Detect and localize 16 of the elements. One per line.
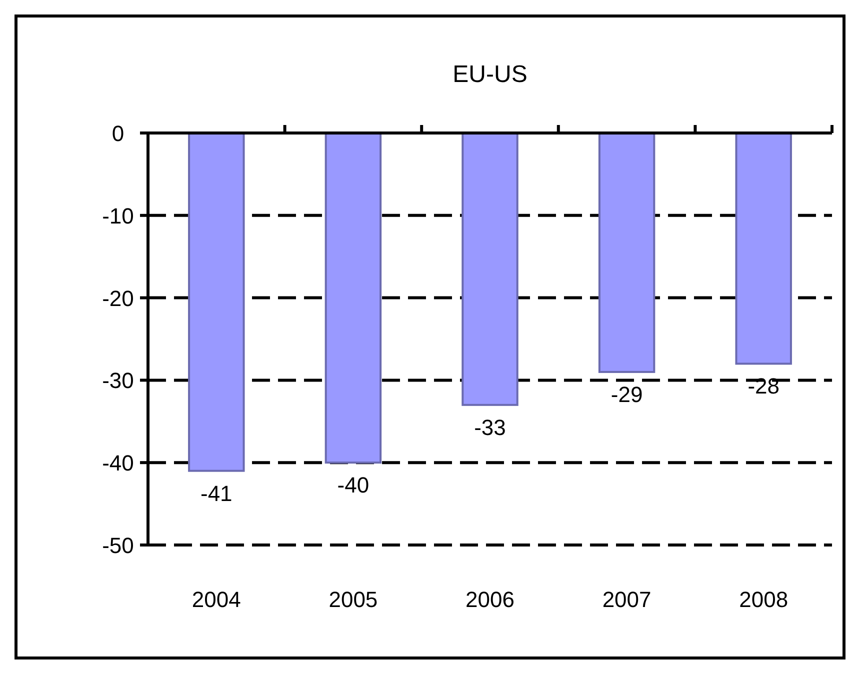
y-tick-label: 0 bbox=[112, 121, 124, 146]
chart-title: EU-US bbox=[452, 61, 528, 88]
y-tick-label: -40 bbox=[102, 450, 134, 476]
data-label: -33 bbox=[474, 414, 506, 440]
x-tick-label: 2007 bbox=[602, 587, 652, 612]
data-label: -41 bbox=[200, 480, 232, 506]
x-tick-label: 2008 bbox=[739, 587, 788, 612]
x-tick-label: 2004 bbox=[192, 587, 241, 612]
y-tick-label: -10 bbox=[102, 203, 134, 228]
y-tick-label: -30 bbox=[102, 368, 134, 394]
x-tick-label: 2005 bbox=[328, 587, 378, 612]
x-tick-label: 2006 bbox=[466, 587, 514, 612]
y-tick-label: -50 bbox=[102, 533, 134, 558]
data-label: -40 bbox=[337, 472, 370, 498]
y-tick-label: -20 bbox=[102, 286, 134, 311]
data-label: -29 bbox=[610, 382, 643, 407]
